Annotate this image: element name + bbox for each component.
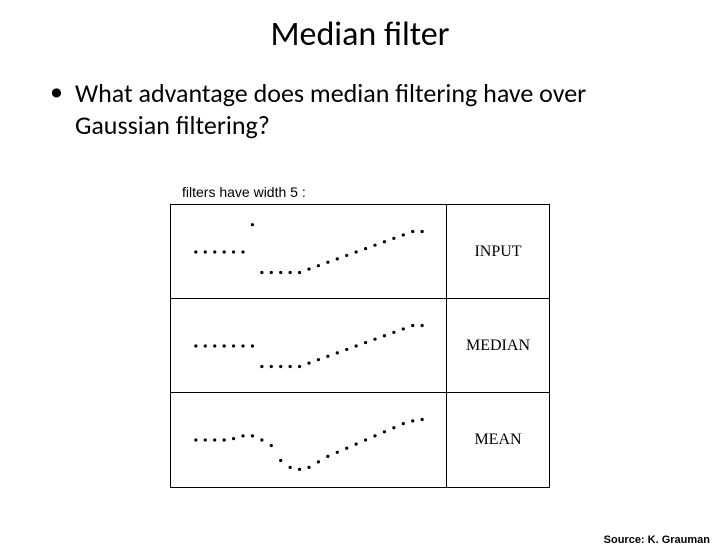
panel-mean: MEAN [171,393,549,487]
panel-label: INPUT [447,205,549,298]
bullet-marker: • [50,75,63,107]
panel-label: MEDIAN [447,299,549,392]
bullet-text: What advantage does median filtering hav… [75,77,680,141]
figure-panels: INPUT MEDIAN MEAN [170,204,550,488]
plot-input [171,205,447,298]
figure: filters have width 5 : INPUT MEDIAN MEAN [170,184,550,488]
panel-label: MEAN [447,393,549,487]
panel-median: MEDIAN [171,299,549,393]
panel-input: INPUT [171,205,549,299]
plot-median [171,299,447,392]
plot-mean [171,393,447,487]
source-attribution: Source: K. Grauman [604,534,710,546]
bullet-list: • What advantage does median filtering h… [50,77,680,141]
page-title: Median filter [0,14,720,55]
figure-caption: filters have width 5 : [182,184,550,200]
